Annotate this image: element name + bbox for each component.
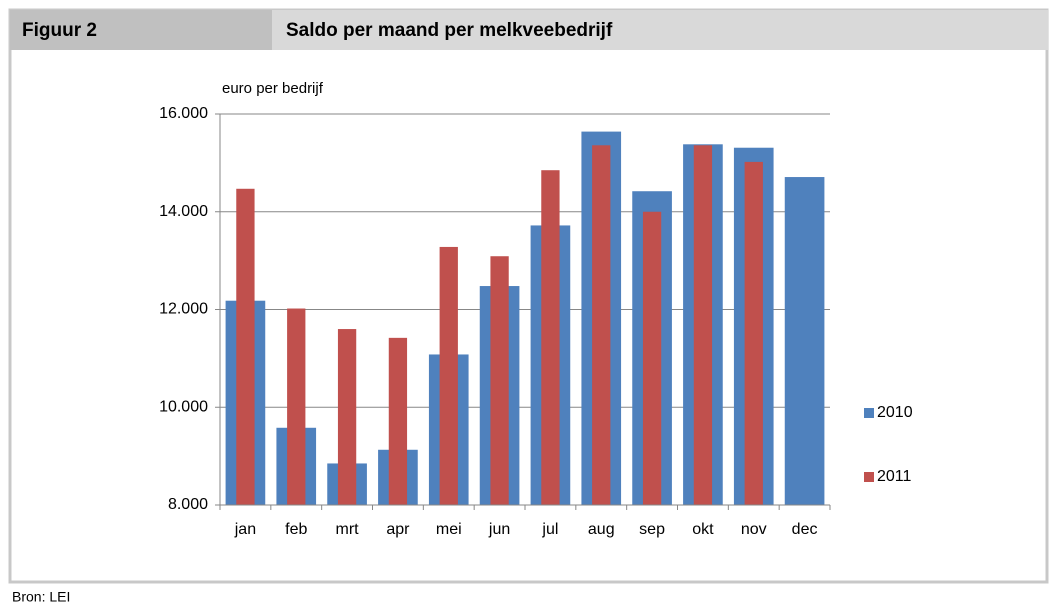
header-title-cell (272, 10, 1048, 50)
legend-swatch (864, 472, 874, 482)
bar (592, 145, 611, 505)
x-tick-label: okt (692, 521, 714, 538)
y-tick-label: 10.000 (159, 398, 208, 415)
x-tick-label: mei (436, 521, 462, 538)
legend-label: 2010 (877, 404, 913, 421)
bar (337, 329, 357, 505)
x-tick-label: jun (488, 521, 510, 538)
x-tick-label: dec (792, 521, 818, 538)
y-axis-label: euro per bedrijf (222, 80, 324, 97)
x-tick-label: mrt (336, 521, 360, 538)
bar (693, 145, 713, 505)
bar (490, 256, 509, 505)
x-tick-label: feb (285, 521, 307, 538)
x-tick-label: sep (639, 521, 665, 538)
bar (541, 170, 560, 506)
legend-swatch (864, 408, 874, 418)
y-tick-label: 8.000 (168, 496, 208, 513)
x-tick-label: aug (588, 521, 615, 538)
bar (744, 161, 763, 505)
bar (236, 188, 255, 505)
x-tick-label: jul (541, 521, 558, 538)
header-label-cell (10, 10, 272, 50)
figure-label: Figuur 2 (22, 20, 97, 41)
y-tick-label: 16.000 (159, 105, 208, 122)
source: Bron: LEI (12, 589, 70, 605)
bar (784, 177, 825, 505)
y-tick-label: 14.000 (159, 203, 208, 220)
bar (439, 246, 458, 505)
legend-label: 2011 (877, 468, 912, 485)
x-tick-label: jan (234, 521, 256, 538)
x-tick-label: nov (741, 521, 767, 538)
bar (388, 337, 408, 505)
y-tick-label: 12.000 (159, 301, 208, 318)
figure-title: Saldo per maand per melkveebedrijf (286, 20, 613, 41)
bar (642, 211, 662, 505)
frame (8, 8, 1049, 584)
bar (287, 308, 306, 505)
x-tick-label: apr (386, 521, 410, 538)
